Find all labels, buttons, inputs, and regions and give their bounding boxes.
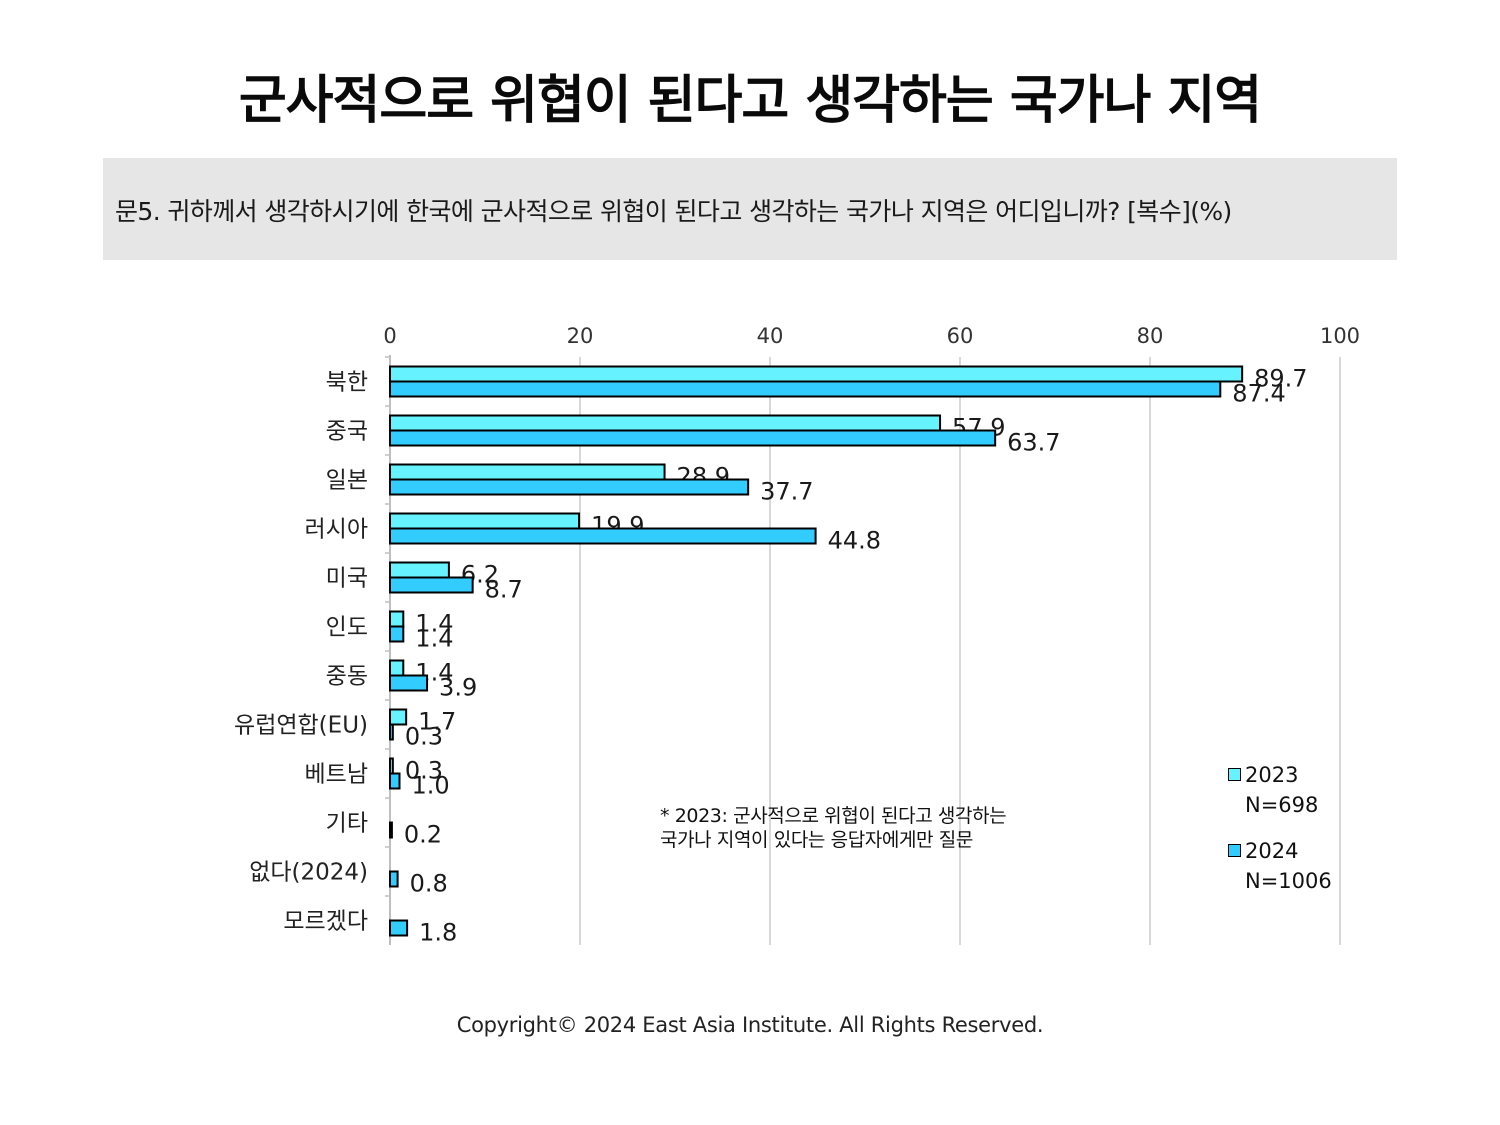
bar-2023	[389, 610, 405, 628]
bar-2024	[389, 723, 394, 741]
chart-legend: 2023 N=698 2024 N=1006	[1228, 760, 1332, 912]
legend-swatch-2024	[1228, 844, 1241, 857]
data-label-2024: 3.9	[439, 674, 477, 702]
question-box: 문5. 귀하께서 생각하시기에 한국에 군사적으로 위협이 된다고 생각하는 국…	[103, 158, 1397, 260]
chart-note-line: * 2023: 군사적으로 위협이 된다고 생각하는	[660, 805, 1007, 827]
data-label-2024: 0.8	[410, 870, 448, 898]
bar-2023	[389, 414, 942, 432]
x-tick-label: 0	[383, 324, 396, 348]
category-label: 러시아	[305, 517, 368, 543]
bar-2023	[389, 512, 581, 530]
question-text: 문5. 귀하께서 생각하시기에 한국에 군사적으로 위협이 된다고 생각하는 국…	[115, 197, 1232, 226]
bar-2024	[389, 625, 405, 643]
legend-swatch-2023	[1228, 768, 1241, 781]
bar-2024	[389, 429, 997, 447]
category-label: 북한	[326, 370, 368, 396]
x-tick-label: 40	[757, 324, 784, 348]
x-tick-label: 60	[947, 324, 974, 348]
legend-sample-size: N=698	[1245, 793, 1319, 817]
bar-2024	[389, 772, 401, 790]
bar-2024	[389, 674, 429, 692]
bar-2024	[389, 576, 474, 594]
bar-2023	[389, 561, 450, 579]
data-label-2024: 87.4	[1232, 380, 1285, 408]
bar-2024	[389, 919, 409, 937]
data-label-2024: 1.8	[419, 919, 457, 947]
category-label: 미국	[326, 566, 368, 592]
legend-label: 2024	[1245, 839, 1299, 863]
bar-2024	[389, 380, 1222, 398]
category-label: 베트남	[305, 762, 368, 788]
category-label: 기타	[326, 811, 368, 837]
data-label-2024: 37.7	[760, 478, 813, 506]
data-label-2024: 0.2	[404, 821, 442, 849]
chart-note-line: 국가나 지역이 있다는 응답자에게만 질문	[660, 829, 973, 851]
data-label-2024: 8.7	[485, 576, 523, 604]
bar-2023	[389, 659, 405, 677]
bar-2024	[389, 870, 399, 888]
data-label-2023: 0.3	[405, 757, 443, 785]
data-label-2024: 44.8	[828, 527, 881, 555]
bar-2023	[389, 757, 394, 775]
bar-2023	[389, 365, 1244, 383]
data-label-2024: 63.7	[1007, 429, 1060, 457]
chart-title: 군사적으로 위협이 된다고 생각하는 국가나 지역	[238, 71, 1262, 131]
chart-note: * 2023: 군사적으로 위협이 된다고 생각하는 국가나 지역이 있다는 응…	[660, 804, 1007, 852]
data-label-2024: 0.3	[405, 723, 443, 751]
copyright-text: Copyright© 2024 East Asia Institute. All…	[456, 1013, 1044, 1037]
category-label: 인도	[326, 615, 368, 641]
category-label: 중동	[326, 664, 368, 690]
category-label: 모르겠다	[283, 909, 368, 935]
category-label: 유럽연합(EU)	[234, 713, 368, 739]
category-label: 일본	[326, 468, 368, 494]
data-label-2024: 1.0	[412, 772, 450, 800]
x-tick-label: 80	[1137, 324, 1164, 348]
bar-2024	[389, 821, 393, 839]
legend-sample-size: N=1006	[1245, 869, 1332, 893]
data-label-2023: 89.7	[1254, 365, 1307, 393]
legend-item-2024: 2024 N=1006	[1228, 836, 1332, 896]
bar-2023	[389, 463, 666, 481]
legend-label: 2023	[1245, 763, 1299, 787]
category-label: 중국	[326, 419, 368, 445]
x-tick-label: 100	[1320, 324, 1360, 348]
category-label: 없다(2024)	[249, 860, 368, 886]
data-label-2023: 1.4	[415, 610, 453, 638]
x-tick-label: 20	[567, 324, 594, 348]
bar-2024	[389, 478, 750, 496]
data-label-2024: 1.4	[415, 625, 453, 653]
legend-item-2023: 2023 N=698	[1228, 760, 1332, 820]
data-label-2023: 1.7	[418, 708, 456, 736]
bar-2023	[389, 708, 408, 726]
bar-2024	[389, 527, 817, 545]
